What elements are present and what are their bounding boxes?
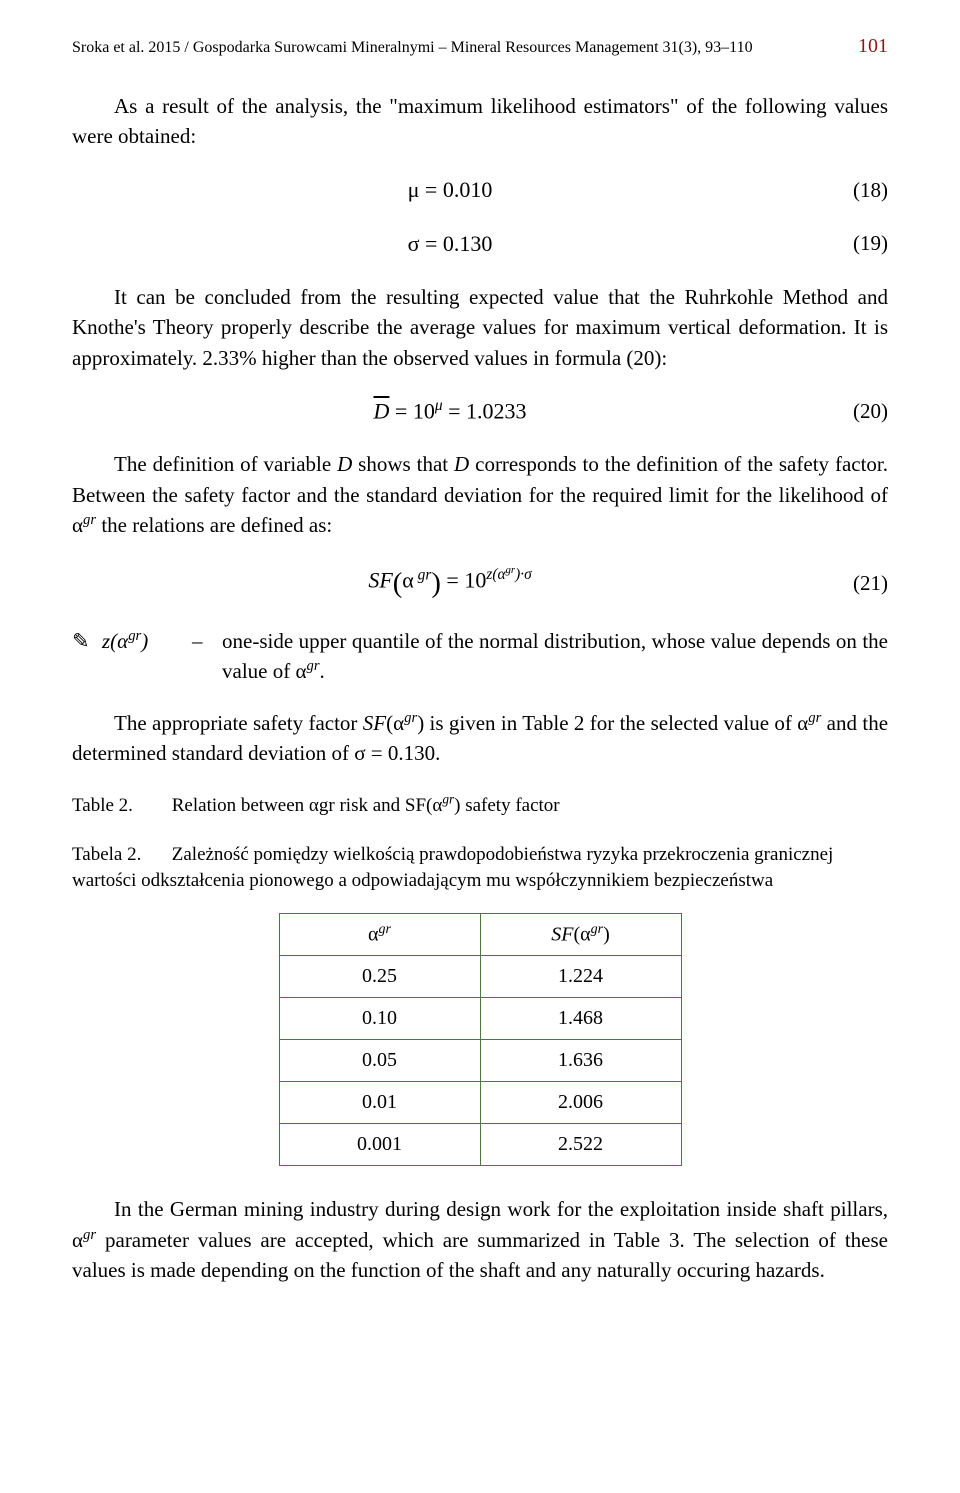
pointer-icon: ✎ <box>72 626 102 687</box>
cell-sf: 1.468 <box>480 998 681 1040</box>
symbol-definition: ✎ z(αgr) – one-side upper quantile of th… <box>72 626 888 687</box>
equation-18: μ = 0.010 (18) <box>72 174 888 206</box>
paragraph-safety-factor: The appropriate safety factor SF(αgr) is… <box>72 708 888 769</box>
equation-18-number: (18) <box>828 175 888 205</box>
equation-21-body: SF(α gr) = 10z(αgr)·σ <box>72 563 828 604</box>
table-row: 0.0012.522 <box>279 1124 681 1166</box>
table2-caption-pl: Tabela 2. Zależność pomiędzy wielkością … <box>72 842 888 895</box>
table2-caption-en: Table 2. Relation between αgr risk and S… <box>72 791 888 820</box>
cell-alpha: 0.10 <box>279 998 480 1040</box>
symbol-term: z(αgr) <box>102 626 192 687</box>
cell-sf: 1.636 <box>480 1040 681 1082</box>
paragraph-intro: As a result of the analysis, the "maximu… <box>72 91 888 152</box>
running-header: Sroka et al. 2015 / Gospodarka Surowcami… <box>72 32 888 61</box>
symbol-dash: – <box>192 626 222 687</box>
table2-header-row: αgr SF(αgr) <box>279 913 681 956</box>
equation-18-body: μ = 0.010 <box>72 174 828 206</box>
equation-20: D = 10μ = 1.0233 (20) <box>72 395 888 427</box>
table2-label-pl: Tabela 2. <box>72 842 167 869</box>
paragraph-definition: The definition of variable D shows that … <box>72 449 888 540</box>
cell-sf: 2.006 <box>480 1082 681 1124</box>
table2-label-en: Table 2. <box>72 793 167 820</box>
symbol-description: one-side upper quantile of the normal di… <box>222 626 888 687</box>
equation-21-number: (21) <box>828 568 888 598</box>
cell-sf: 1.224 <box>480 956 681 998</box>
table-row: 0.251.224 <box>279 956 681 998</box>
cell-alpha: 0.01 <box>279 1082 480 1124</box>
equation-20-number: (20) <box>828 396 888 426</box>
table2-caption-pl-text: Zależność pomiędzy wielkością prawdopodo… <box>72 844 833 892</box>
cell-alpha: 0.05 <box>279 1040 480 1082</box>
table2-col-sf: SF(αgr) <box>480 913 681 956</box>
table-row: 0.051.636 <box>279 1040 681 1082</box>
table2-caption-en-text: Relation between αgr risk and SF(αgr) sa… <box>172 795 560 816</box>
cell-sf: 2.522 <box>480 1124 681 1166</box>
table-row: 0.101.468 <box>279 998 681 1040</box>
table2-body: 0.251.2240.101.4680.051.6360.012.0060.00… <box>279 956 681 1166</box>
page-number: 101 <box>858 32 888 61</box>
cell-alpha: 0.001 <box>279 1124 480 1166</box>
equation-19-body: σ = 0.130 <box>72 228 828 260</box>
equation-19-number: (19) <box>828 228 888 258</box>
table-row: 0.012.006 <box>279 1082 681 1124</box>
paragraph-german-mining: In the German mining industry during des… <box>72 1194 888 1285</box>
table2-col-alpha: αgr <box>279 913 480 956</box>
table2: αgr SF(αgr) 0.251.2240.101.4680.051.6360… <box>279 913 682 1167</box>
running-title: Sroka et al. 2015 / Gospodarka Surowcami… <box>72 36 753 59</box>
paragraph-conclusion: It can be concluded from the resulting e… <box>72 282 888 373</box>
cell-alpha: 0.25 <box>279 956 480 998</box>
equation-19: σ = 0.130 (19) <box>72 228 888 260</box>
equation-21: SF(α gr) = 10z(αgr)·σ (21) <box>72 563 888 604</box>
equation-20-body: D = 10μ = 1.0233 <box>72 395 828 427</box>
